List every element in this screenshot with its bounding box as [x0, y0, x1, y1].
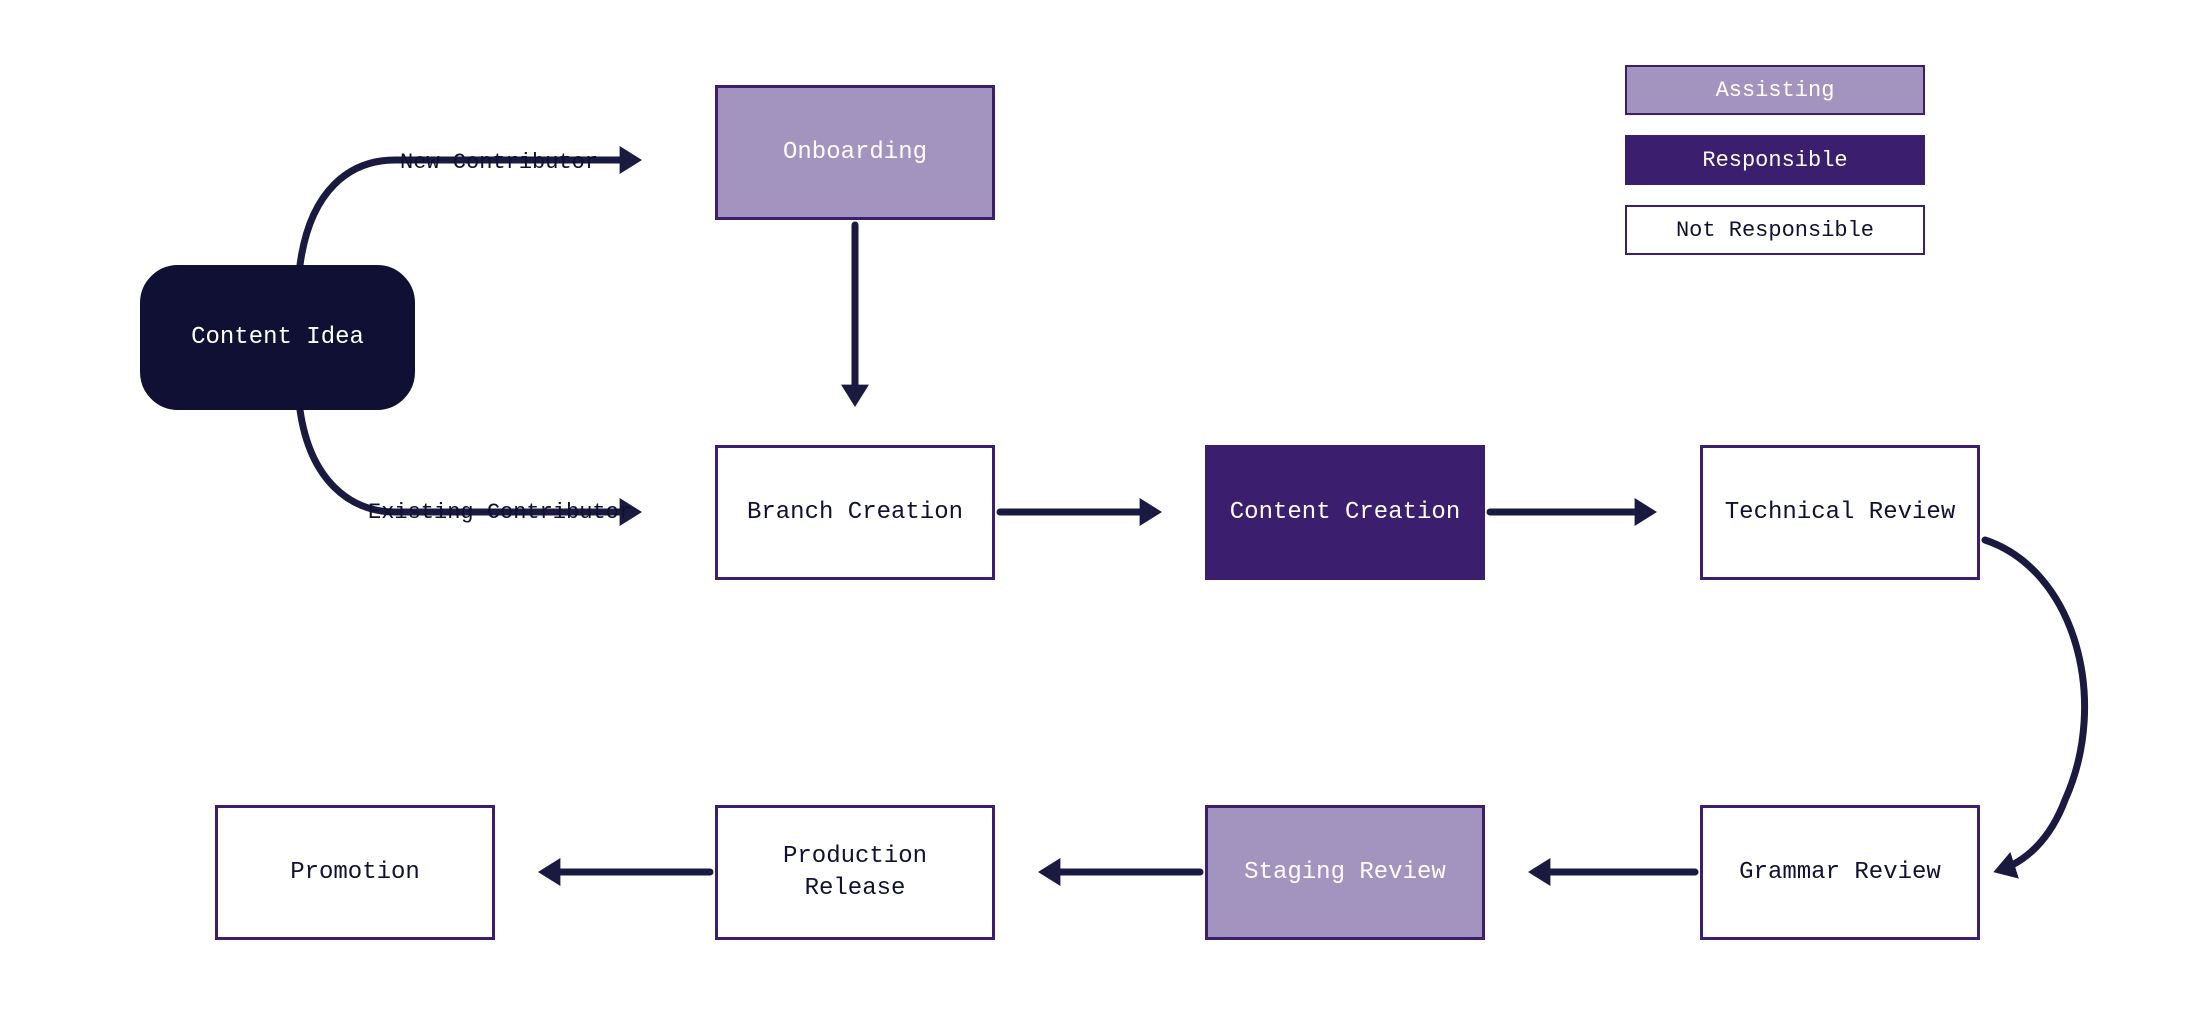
node-label: Content Idea: [191, 322, 364, 353]
edge-idea-to-onboarding: [300, 160, 635, 265]
legend-responsible: Responsible: [1625, 135, 1925, 185]
node-content-idea: Content Idea: [140, 265, 415, 410]
node-label: Promotion: [290, 857, 420, 888]
node-promotion: Promotion: [215, 805, 495, 940]
node-label: Staging Review: [1244, 857, 1446, 888]
node-label: Grammar Review: [1739, 857, 1941, 888]
node-label: Production Release: [783, 841, 927, 903]
node-technical-review: Technical Review: [1700, 445, 1980, 580]
node-staging-review: Staging Review: [1205, 805, 1485, 940]
edge-label-existing-contributor: Existing Contributor: [368, 500, 632, 525]
node-label: Content Creation: [1230, 497, 1460, 528]
node-label: Onboarding: [783, 137, 927, 168]
legend-not-responsible: Not Responsible: [1625, 205, 1925, 255]
legend-label: Responsible: [1702, 148, 1847, 173]
node-branch-creation: Branch Creation: [715, 445, 995, 580]
node-label: Branch Creation: [747, 497, 963, 528]
node-grammar-review: Grammar Review: [1700, 805, 1980, 940]
node-content-creation: Content Creation: [1205, 445, 1485, 580]
edge-idea-to-branch: [300, 410, 635, 512]
node-onboarding: Onboarding: [715, 85, 995, 220]
node-production-release: Production Release: [715, 805, 995, 940]
edge-technical-to-grammar: [1985, 540, 2085, 870]
legend-label: Assisting: [1716, 78, 1835, 103]
edge-label-new-contributor: New Contributor: [400, 150, 598, 175]
legend-label: Not Responsible: [1676, 218, 1874, 243]
legend-assisting: Assisting: [1625, 65, 1925, 115]
node-label: Technical Review: [1725, 497, 1955, 528]
